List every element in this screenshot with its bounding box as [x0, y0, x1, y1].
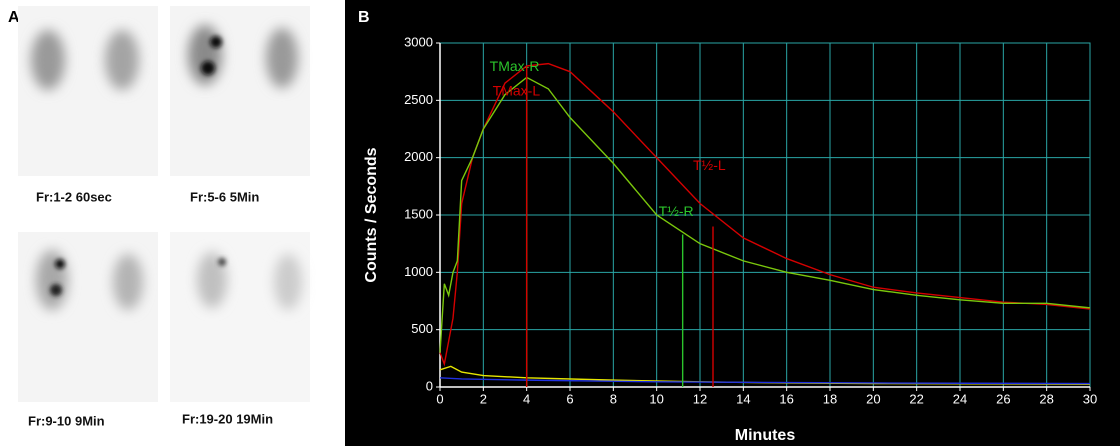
- x-tick-label: 18: [823, 391, 837, 406]
- y-tick-label: 500: [411, 321, 433, 336]
- panel-label: B: [358, 9, 370, 26]
- panel-label: A: [8, 9, 20, 26]
- annotation: T½-L: [693, 157, 726, 173]
- annotation: T½-R: [659, 203, 694, 219]
- x-tick-label: 12: [693, 391, 707, 406]
- kidney: [105, 30, 139, 90]
- x-tick-label: 20: [866, 391, 880, 406]
- scan-images: [18, 6, 310, 402]
- hotspot: [201, 61, 215, 75]
- x-tick-label: 10: [649, 391, 663, 406]
- x-tick-label: 30: [1083, 391, 1097, 406]
- hotspot: [55, 259, 65, 269]
- y-tick-label: 3000: [404, 34, 433, 49]
- x-tick-label: 2: [480, 391, 487, 406]
- x-tick-label: 4: [523, 391, 530, 406]
- scan-image: [18, 6, 158, 176]
- x-tick-label: 24: [953, 391, 967, 406]
- kidney: [36, 250, 68, 310]
- hotspot: [218, 258, 226, 266]
- scan-image: [18, 232, 158, 402]
- hotspot: [210, 36, 222, 48]
- hotspot: [50, 284, 62, 296]
- kidney: [274, 254, 302, 310]
- y-tick-label: 1000: [404, 264, 433, 279]
- frame-label: Fr:1-2 60sec: [36, 189, 112, 204]
- x-axis-label: Minutes: [735, 427, 796, 444]
- frame-label: Fr:9-10 9Min: [28, 413, 105, 428]
- x-tick-label: 0: [436, 391, 443, 406]
- x-tick-label: 22: [909, 391, 923, 406]
- kidney: [188, 25, 222, 85]
- series-line: [439, 62, 1091, 367]
- frame-label: Fr:19-20 19Min: [182, 411, 273, 426]
- x-tick-label: 8: [610, 391, 617, 406]
- annotation: TMax-R: [490, 58, 540, 74]
- annotation: TMax-L: [493, 83, 541, 99]
- y-tick-label: 2000: [404, 149, 433, 164]
- kidney: [31, 30, 65, 90]
- y-tick-label: 0: [426, 378, 433, 393]
- y-tick-label: 2500: [404, 92, 433, 107]
- kidney: [266, 28, 298, 88]
- y-axis-label: Counts / Seconds: [363, 147, 380, 282]
- kidney: [113, 254, 143, 310]
- series-line: [439, 377, 1091, 385]
- x-tick-label: 28: [1039, 391, 1053, 406]
- series-line: [439, 76, 1091, 353]
- x-tick-label: 26: [996, 391, 1010, 406]
- x-tick-label: 14: [736, 391, 750, 406]
- x-tick-label: 6: [566, 391, 573, 406]
- y-tick-label: 1500: [404, 206, 433, 221]
- kidney: [197, 252, 227, 308]
- frame-label: Fr:5-6 5Min: [190, 189, 259, 204]
- plot: 0 2 4 6 8 10 12 14 16 18 20 22 24 26 28 300500100015002…: [404, 34, 1097, 406]
- x-tick-label: 16: [779, 391, 793, 406]
